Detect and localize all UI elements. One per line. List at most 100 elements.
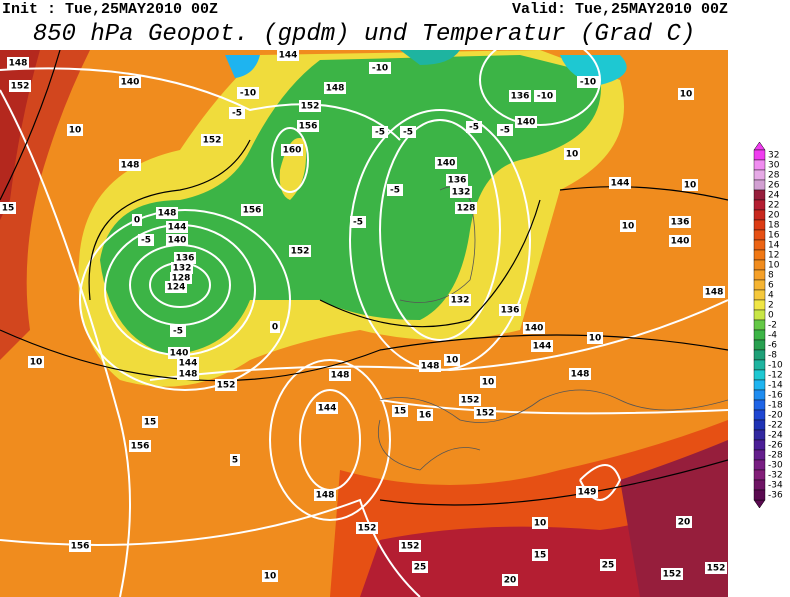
colorbar-swatch <box>753 149 766 161</box>
label-box <box>350 216 366 228</box>
contour-label: 15 <box>394 407 407 417</box>
contour-label: 144 <box>533 342 552 352</box>
label-box <box>669 235 691 247</box>
colorbar-swatch <box>753 369 766 381</box>
label-box <box>620 220 636 232</box>
label-box <box>480 376 496 388</box>
cold-core <box>400 50 460 65</box>
label-box <box>297 120 319 132</box>
label-box <box>119 76 141 88</box>
colorbar-swatch <box>753 209 766 221</box>
contour-label: 152 <box>663 570 682 580</box>
colorbar-label: -30 <box>768 461 783 471</box>
label-box <box>314 489 336 501</box>
colorbar-label: -26 <box>768 441 783 451</box>
contour-label: 156 <box>243 206 262 216</box>
contour-label: 156 <box>71 542 90 552</box>
colorbar-label: 28 <box>768 171 780 181</box>
contour-label: 156 <box>131 442 150 452</box>
contour-label: 148 <box>331 371 350 381</box>
colorbar-label: -8 <box>768 351 777 361</box>
contour-label: 136 <box>176 254 195 264</box>
colorbar-label: -34 <box>768 481 783 491</box>
colorbar-label: -4 <box>768 331 777 341</box>
contour-label: 10 <box>589 334 602 344</box>
cold-core <box>560 55 627 85</box>
label-box <box>7 57 29 69</box>
label-box <box>569 368 591 380</box>
label-box <box>0 202 16 214</box>
label-box <box>215 379 237 391</box>
label-box <box>138 234 154 246</box>
contour-label: 144 <box>179 359 198 369</box>
contour-label: -10 <box>372 64 388 74</box>
contour-label: 144 <box>168 223 187 233</box>
colorbar-swatch <box>753 419 766 431</box>
contour-label: 10 <box>566 150 579 160</box>
label-box <box>177 357 199 369</box>
contour-label: 25 <box>602 561 615 571</box>
colorbar: 32302826242220181614121086420-2-4-6-8-10… <box>753 141 783 509</box>
label-box <box>502 574 518 586</box>
label-box <box>399 540 421 552</box>
label-box <box>241 204 263 216</box>
contour-label: 128 <box>172 274 191 284</box>
label-box <box>237 87 259 99</box>
warm-area <box>0 50 90 360</box>
colorbar-label: 8 <box>768 271 774 281</box>
contour-label: 10 <box>684 181 697 191</box>
label-box <box>28 356 44 368</box>
colorbar-label: -12 <box>768 371 783 381</box>
contour-label: -5 <box>232 109 242 119</box>
contour-label: 15 <box>534 551 547 561</box>
contour-label: -5 <box>141 236 151 246</box>
label-box <box>201 134 223 146</box>
colorbar-swatch <box>753 269 766 281</box>
colorbar-label: -6 <box>768 341 777 351</box>
colorbar-swatch <box>753 169 766 181</box>
label-box <box>9 80 31 92</box>
colorbar-swatch <box>753 489 766 501</box>
label-box <box>132 214 142 226</box>
label-box <box>459 394 481 406</box>
label-box <box>444 354 460 366</box>
label-box <box>455 202 477 214</box>
contour-label: 16 <box>419 411 432 421</box>
contour-label: 0 <box>272 323 278 333</box>
contour-label: 140 <box>517 118 536 128</box>
colorbar-swatch <box>753 179 766 191</box>
contour-label: 152 <box>203 136 222 146</box>
contour-label: 15 <box>144 418 157 428</box>
colorbar-swatch <box>753 389 766 401</box>
label-box <box>515 116 537 128</box>
colorbar-label: -2 <box>768 321 777 331</box>
colorbar-label: 10 <box>768 261 780 271</box>
contour-label: 5 <box>232 456 238 466</box>
label-box <box>67 124 83 136</box>
contour-label: 132 <box>451 296 470 306</box>
colorbar-swatch <box>753 259 766 271</box>
contour-label: 152 <box>358 524 377 534</box>
contour-label: 152 <box>217 381 236 391</box>
colorbar-swatch <box>753 469 766 481</box>
colorbar-swatch <box>753 359 766 371</box>
init-time: Init : Tue,25MAY2010 00Z <box>2 1 218 18</box>
colorbar-label: 0 <box>768 311 774 321</box>
contour-label: 152 <box>707 564 726 574</box>
label-box <box>532 549 548 561</box>
contour-label: 136 <box>448 176 467 186</box>
contour-label: -10 <box>240 89 256 99</box>
contour-label: 140 <box>671 237 690 247</box>
contour-label: 10 <box>622 222 635 232</box>
label-box <box>229 107 245 119</box>
contour-label: 15 <box>2 204 15 214</box>
colorbar-swatch <box>753 459 766 471</box>
label-box <box>166 221 188 233</box>
label-box <box>177 368 199 380</box>
contour-label: 10 <box>680 90 693 100</box>
label-box <box>372 126 388 138</box>
contour-label: 148 <box>421 362 440 372</box>
valid-time: Valid: Tue,25MAY2010 00Z <box>512 1 728 18</box>
